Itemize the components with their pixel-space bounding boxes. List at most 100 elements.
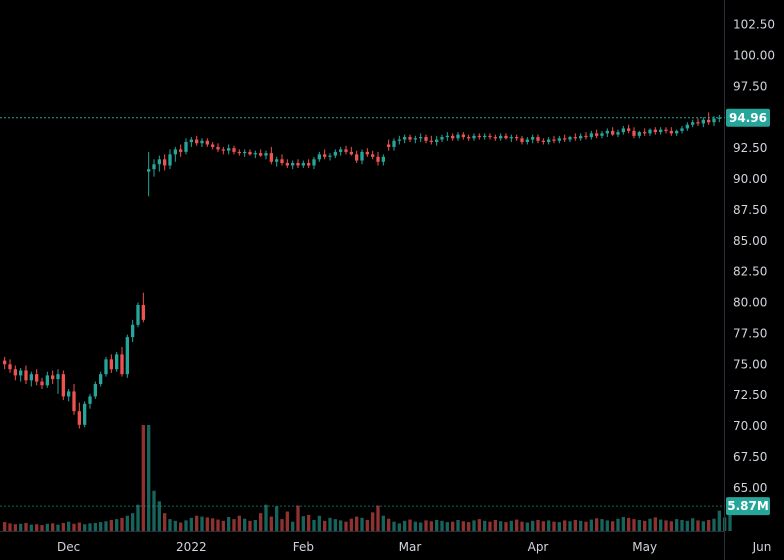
volume-bar bbox=[56, 524, 60, 531]
candle-body bbox=[397, 139, 401, 141]
volume-bar bbox=[51, 523, 55, 531]
y-tick-label: 77.50 bbox=[733, 326, 767, 340]
candle-body bbox=[557, 138, 561, 141]
volume-bar bbox=[296, 505, 300, 531]
volume-bar bbox=[712, 518, 716, 531]
candle bbox=[477, 133, 481, 140]
volume-bar bbox=[531, 520, 535, 531]
candle bbox=[429, 135, 433, 145]
candle-body bbox=[200, 140, 204, 144]
candle bbox=[259, 149, 263, 157]
volume-bar bbox=[200, 516, 204, 531]
volume-bar bbox=[488, 521, 492, 531]
candle-body bbox=[216, 146, 220, 150]
y-tick-label: 82.50 bbox=[733, 265, 767, 279]
candle-body bbox=[243, 151, 247, 154]
candle bbox=[451, 133, 455, 141]
candle bbox=[195, 135, 199, 146]
candle bbox=[211, 142, 215, 150]
volume-bar bbox=[413, 521, 417, 531]
volume-bar bbox=[77, 522, 81, 531]
candle-body bbox=[675, 130, 679, 134]
candle bbox=[115, 351, 119, 372]
volume-bar bbox=[403, 520, 407, 531]
candle bbox=[35, 369, 39, 386]
last-price-badge: 94.96 bbox=[726, 108, 770, 127]
candle-body bbox=[392, 140, 396, 147]
candle-body bbox=[312, 159, 316, 166]
volume-bar bbox=[691, 518, 695, 531]
candle bbox=[659, 127, 663, 135]
volume-bars bbox=[3, 425, 732, 531]
candle-body bbox=[435, 139, 439, 143]
volume-bar bbox=[653, 517, 657, 531]
volume-bar bbox=[637, 519, 641, 531]
candle bbox=[376, 151, 380, 166]
volume-bar bbox=[195, 515, 199, 531]
candle bbox=[200, 138, 204, 147]
candle-body bbox=[541, 140, 545, 143]
candle-body bbox=[323, 154, 327, 157]
volume-bar bbox=[333, 519, 337, 531]
volume-bar bbox=[589, 519, 593, 531]
candle bbox=[616, 129, 620, 138]
candle-body bbox=[131, 324, 135, 338]
candle-body bbox=[24, 370, 28, 381]
candle-body bbox=[360, 151, 364, 161]
candle bbox=[323, 149, 327, 160]
candle-body bbox=[195, 139, 199, 144]
candle-body bbox=[477, 135, 481, 138]
candle bbox=[605, 128, 609, 138]
volume-bar bbox=[387, 518, 391, 531]
candle bbox=[205, 138, 209, 147]
candle-body bbox=[115, 354, 119, 370]
candle bbox=[333, 149, 337, 159]
candle-body bbox=[77, 411, 81, 425]
candle bbox=[403, 134, 407, 144]
volume-bar bbox=[8, 523, 12, 531]
volume-bar bbox=[163, 513, 167, 531]
candle bbox=[397, 135, 401, 145]
candle-body bbox=[627, 128, 631, 131]
candle bbox=[317, 151, 321, 162]
volume-bar bbox=[552, 521, 556, 531]
candle bbox=[269, 146, 273, 165]
candle bbox=[637, 130, 641, 139]
y-tick-label: 100.00 bbox=[733, 49, 775, 63]
volume-bar bbox=[611, 521, 615, 531]
candle-body bbox=[509, 137, 513, 139]
candle-body bbox=[531, 137, 535, 140]
candle bbox=[184, 138, 188, 155]
candle bbox=[8, 359, 12, 373]
volume-bar bbox=[104, 521, 108, 531]
volume-bar bbox=[93, 522, 97, 531]
candle-body bbox=[349, 151, 353, 155]
volume-bar bbox=[381, 515, 385, 531]
candle-body bbox=[99, 374, 103, 385]
candle bbox=[328, 153, 332, 161]
candle bbox=[621, 125, 625, 135]
candle bbox=[67, 388, 71, 402]
volume-bar bbox=[205, 517, 209, 531]
candle bbox=[360, 149, 364, 165]
volume-bar bbox=[621, 517, 625, 531]
candle bbox=[253, 150, 257, 159]
volume-bar bbox=[355, 516, 359, 531]
candle-body bbox=[227, 148, 231, 151]
candle bbox=[344, 145, 348, 155]
candle-body bbox=[589, 133, 593, 138]
volume-bar bbox=[461, 521, 465, 531]
volume-bar bbox=[269, 516, 273, 531]
volume-bar bbox=[301, 516, 305, 531]
candle-body bbox=[707, 119, 711, 123]
candle-body bbox=[301, 163, 305, 166]
volume-bar bbox=[659, 519, 663, 531]
x-tick-label: May bbox=[632, 540, 657, 554]
volume-bar bbox=[627, 517, 631, 531]
candle bbox=[691, 119, 695, 128]
y-tick-label: 70.00 bbox=[733, 419, 767, 433]
candle-body bbox=[712, 118, 716, 123]
candle-body bbox=[152, 164, 156, 170]
candle-body bbox=[680, 128, 684, 131]
y-tick-label: 97.50 bbox=[733, 79, 767, 93]
